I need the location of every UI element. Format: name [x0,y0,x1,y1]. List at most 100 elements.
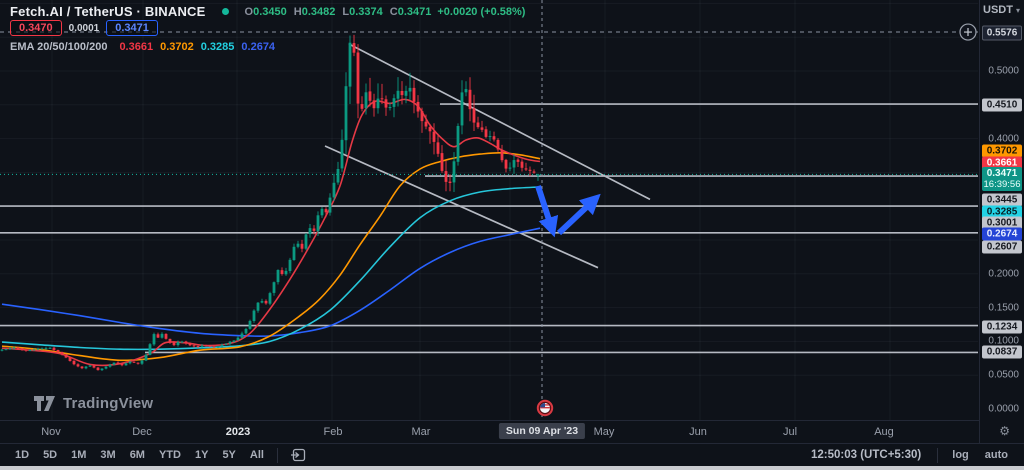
trendline[interactable] [324,145,599,269]
price-level-label: 0.3702 [982,144,1022,158]
ema-50-line[interactable] [1,151,541,362]
clock[interactable]: 12:50:03 (UTC+5:30) [811,449,922,461]
candle-body [488,136,492,138]
bottom-toolbar: 1D 5D 1M 3M 6M YTD 1Y 5Y All 12:50:03 (UTC+5:30)… [0,443,1024,466]
price-tick-label: 0.2000 [988,268,1019,280]
range-button-5d[interactable]: 5D [43,449,58,461]
candle-body [64,354,68,358]
range-button-ytd[interactable]: YTD [158,449,181,461]
candle-body [48,347,52,349]
time-tick-label: 2023 [225,426,251,438]
candle-body [364,92,368,109]
log-scale-button[interactable]: log [952,449,969,461]
range-button-1y[interactable]: 1Y [194,449,209,461]
calendar-event-flag-icon[interactable] [536,399,554,417]
price-axis[interactable]: USDT ▾ 0.5000 0.4000 0.2000 0.1500 0.1000 0.0… [979,0,1024,443]
high-label: H [293,5,302,18]
currency-selector[interactable]: USDT ▾ [983,4,1020,16]
candle-body [520,161,524,168]
candle-body [56,350,60,353]
trendline[interactable] [348,43,651,201]
ema-indicator-title[interactable]: EMA 20/50/100/200 [10,41,108,53]
candle-body [504,159,508,169]
candle-body [452,161,456,183]
time-tick-label: Aug [874,426,894,438]
tradingview-logo[interactable]: TradingView [34,395,153,412]
candle-body [128,361,132,364]
candle-body [36,348,40,350]
ema-20-line[interactable] [1,98,541,367]
candle-body [112,362,116,365]
flag-stripe [540,407,550,409]
candle-body [52,347,56,351]
candle-body [96,367,100,371]
candle-body [340,139,344,169]
candle-body [464,89,468,93]
add-alert-plus-icon[interactable] [959,23,977,41]
range-button-6m[interactable]: 6M [129,449,145,461]
candle-body [196,346,200,348]
arrow-down-annotation[interactable] [535,185,559,238]
time-axis[interactable]: Nov Dec 2023 Feb Mar May Jun Jul Aug Sun 09 Apr '… [0,420,1024,443]
range-button-1d[interactable]: 1D [15,449,30,461]
candle-body [136,362,140,364]
auto-scale-button[interactable]: auto [984,449,1008,461]
candle-body [304,234,308,249]
candle-body [292,246,296,260]
candle-body [332,182,336,198]
currency-label: USDT [983,4,1013,16]
candle-body [84,366,88,369]
candle-body [352,43,356,53]
time-tick-label: May [593,426,615,438]
price-level-label: 0.3661 [982,156,1022,170]
candle-body [444,171,448,182]
tv-logo-mark [34,396,55,411]
candle-body [528,169,532,171]
candle-body [476,122,480,128]
chart-legend-row: Fetch.AI / TetherUS · BINANCE O0.3450 H0… [10,4,525,19]
candle-body [180,341,184,343]
range-button-all[interactable]: All [249,449,264,461]
symbol-title[interactable]: Fetch.AI / TetherUS · BINANCE [10,4,206,19]
candle-body [308,228,312,234]
ema-legend-value-1: 0.3702 [160,41,194,53]
candle-body [508,167,512,169]
sell-button[interactable]: 0.3470 [10,20,62,36]
time-tick-label: Dec [132,426,152,438]
candle-body [324,209,328,213]
candle-body [264,300,268,304]
arrow-up-annotation[interactable] [556,193,601,236]
candle-body [288,259,292,271]
price-tick-label: 0.1000 [988,335,1019,347]
plus-glyph [964,28,972,37]
price-level-label: 0.2607 [982,240,1022,254]
gear-icon[interactable]: ⚙ [999,424,1010,438]
ema-200-line[interactable] [1,227,541,338]
candle-body [516,159,520,162]
range-button-1m[interactable]: 1M [71,449,87,461]
candle-body [260,301,264,303]
candle-body [416,101,420,112]
candle-body [76,364,80,367]
ema-indicator-legend[interactable]: EMA 20/50/100/200 0.3661 0.3702 0.3285 0.26… [10,41,282,53]
go-to-date-button[interactable] [284,448,312,462]
candle-body [272,282,276,293]
candle-body [192,345,196,347]
candle-body [152,334,156,345]
candle-body [484,129,488,137]
candle-body [12,347,16,349]
range-button-3m[interactable]: 3M [100,449,116,461]
candle-body [80,366,84,369]
candle-body [536,174,540,176]
market-status-dot[interactable] [221,8,229,15]
range-button-5y[interactable]: 5Y [222,449,236,461]
candle-body [456,126,460,162]
buy-button[interactable]: 0.3471 [106,20,158,36]
candle-body [104,366,108,369]
candle-body [72,360,76,365]
candle-body [144,354,148,361]
ema-100-line[interactable] [1,186,541,351]
price-level-label: 0.1234 [982,320,1022,334]
